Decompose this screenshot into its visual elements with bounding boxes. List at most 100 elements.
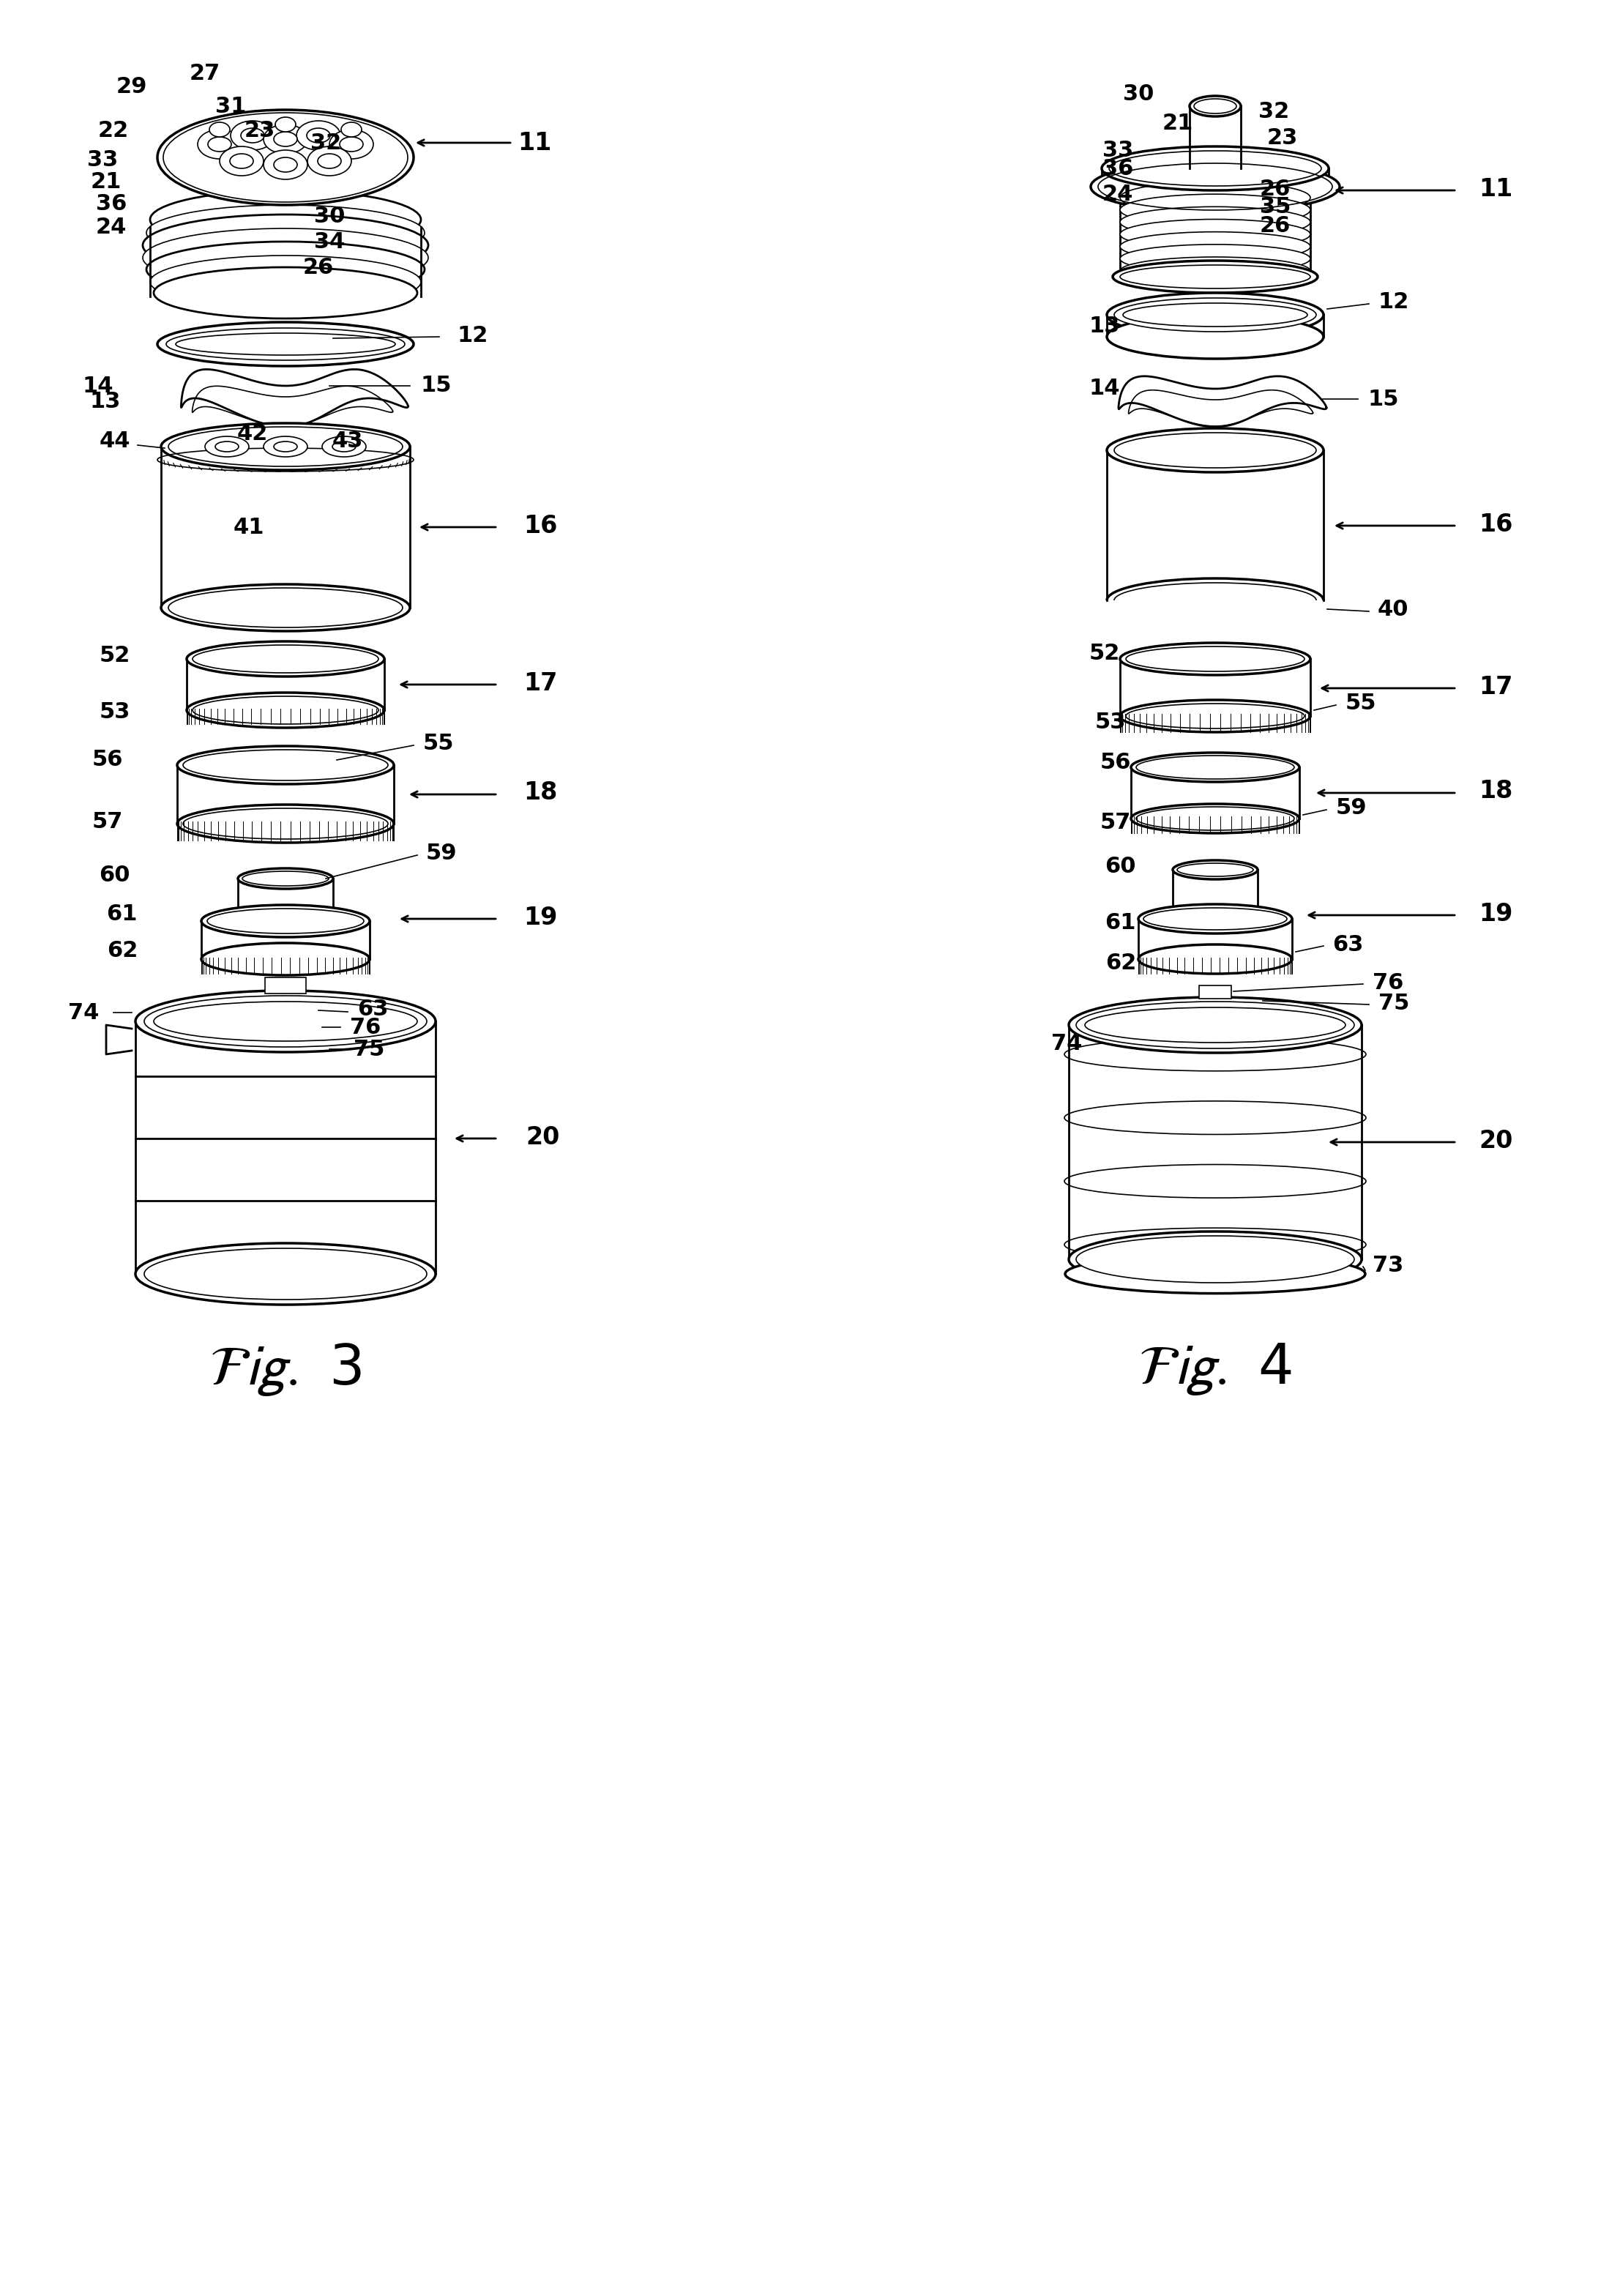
- Ellipse shape: [143, 227, 428, 287]
- Text: 24: 24: [1102, 184, 1134, 204]
- Text: 29: 29: [117, 76, 147, 96]
- Ellipse shape: [160, 583, 410, 631]
- Text: 12: 12: [1377, 292, 1409, 312]
- Text: 16: 16: [1479, 512, 1513, 537]
- Ellipse shape: [1119, 243, 1311, 273]
- Text: 20: 20: [525, 1125, 559, 1148]
- Ellipse shape: [160, 422, 410, 471]
- Ellipse shape: [329, 129, 373, 158]
- Text: 17: 17: [1479, 675, 1513, 698]
- Text: 41: 41: [233, 517, 264, 537]
- Ellipse shape: [146, 241, 424, 296]
- Ellipse shape: [230, 122, 274, 149]
- Text: 19: 19: [523, 905, 557, 930]
- Ellipse shape: [1119, 181, 1311, 214]
- Text: 75: 75: [353, 1038, 384, 1061]
- Ellipse shape: [1106, 315, 1324, 358]
- Text: 11: 11: [1479, 177, 1513, 202]
- Ellipse shape: [1119, 232, 1311, 262]
- Ellipse shape: [136, 990, 436, 1052]
- Text: 74: 74: [1051, 1033, 1082, 1054]
- Text: 73: 73: [1372, 1254, 1403, 1277]
- Text: 14: 14: [1089, 377, 1119, 400]
- Text: 59: 59: [1336, 797, 1367, 817]
- Ellipse shape: [1076, 1235, 1354, 1283]
- Text: 33: 33: [1102, 140, 1134, 161]
- Ellipse shape: [154, 266, 418, 319]
- Ellipse shape: [186, 641, 384, 677]
- Ellipse shape: [275, 117, 296, 131]
- Ellipse shape: [177, 804, 394, 843]
- Ellipse shape: [207, 138, 232, 152]
- Ellipse shape: [143, 214, 428, 276]
- Ellipse shape: [220, 147, 264, 177]
- Text: 23: 23: [1267, 126, 1298, 149]
- Text: 15: 15: [421, 374, 452, 395]
- Text: 56: 56: [1100, 753, 1131, 774]
- Text: 56: 56: [92, 748, 123, 771]
- Text: 34: 34: [314, 232, 345, 253]
- Ellipse shape: [264, 149, 308, 179]
- Ellipse shape: [274, 158, 296, 172]
- Ellipse shape: [1069, 1231, 1361, 1288]
- Ellipse shape: [144, 1249, 426, 1300]
- Ellipse shape: [1113, 262, 1317, 294]
- Text: 74: 74: [68, 1001, 99, 1024]
- Text: 32: 32: [1259, 101, 1290, 122]
- Ellipse shape: [1076, 1001, 1354, 1049]
- Ellipse shape: [322, 436, 366, 457]
- Text: 24: 24: [96, 216, 126, 236]
- Ellipse shape: [1115, 298, 1315, 331]
- Ellipse shape: [1106, 429, 1324, 473]
- Ellipse shape: [206, 436, 249, 457]
- Ellipse shape: [1119, 220, 1311, 250]
- Text: 32: 32: [311, 133, 342, 154]
- Text: 19: 19: [1479, 902, 1513, 925]
- Text: 17: 17: [523, 670, 557, 696]
- Ellipse shape: [306, 129, 330, 142]
- Text: 18: 18: [523, 781, 557, 806]
- Text: 52: 52: [99, 645, 130, 666]
- Ellipse shape: [264, 124, 308, 154]
- Ellipse shape: [1119, 700, 1311, 732]
- Text: 53: 53: [1095, 712, 1126, 732]
- Text: 36: 36: [1102, 158, 1134, 179]
- Ellipse shape: [1069, 996, 1361, 1054]
- Text: 59: 59: [426, 843, 457, 863]
- Ellipse shape: [241, 129, 264, 142]
- Text: 21: 21: [1162, 113, 1194, 133]
- Text: 14: 14: [83, 374, 113, 397]
- Text: 30: 30: [314, 204, 345, 227]
- Ellipse shape: [1173, 861, 1257, 879]
- Ellipse shape: [1102, 147, 1328, 191]
- Text: 55: 55: [1346, 691, 1377, 714]
- Text: 76: 76: [350, 1017, 381, 1038]
- Ellipse shape: [1119, 207, 1311, 236]
- Ellipse shape: [157, 321, 413, 365]
- Text: 55: 55: [423, 732, 454, 753]
- Ellipse shape: [230, 154, 253, 168]
- Ellipse shape: [296, 122, 340, 149]
- Text: 36: 36: [96, 193, 126, 214]
- Text: 60: 60: [99, 863, 130, 886]
- Text: 76: 76: [1372, 971, 1403, 994]
- Bar: [266, 978, 306, 994]
- Text: 21: 21: [91, 170, 122, 193]
- Ellipse shape: [201, 905, 369, 937]
- Ellipse shape: [274, 131, 296, 147]
- Ellipse shape: [144, 996, 426, 1047]
- Ellipse shape: [1139, 905, 1293, 934]
- Text: 44: 44: [99, 429, 130, 452]
- Ellipse shape: [1139, 944, 1293, 974]
- Ellipse shape: [1064, 1254, 1366, 1293]
- Ellipse shape: [1090, 161, 1340, 211]
- Text: 61: 61: [1105, 912, 1136, 932]
- Text: 30: 30: [1123, 83, 1153, 103]
- Text: 40: 40: [1377, 599, 1409, 620]
- Text: 13: 13: [89, 390, 122, 411]
- Ellipse shape: [1131, 753, 1299, 783]
- Text: 43: 43: [332, 429, 363, 452]
- Text: 15: 15: [1367, 388, 1398, 409]
- Text: 26: 26: [1260, 179, 1291, 200]
- Ellipse shape: [186, 693, 384, 728]
